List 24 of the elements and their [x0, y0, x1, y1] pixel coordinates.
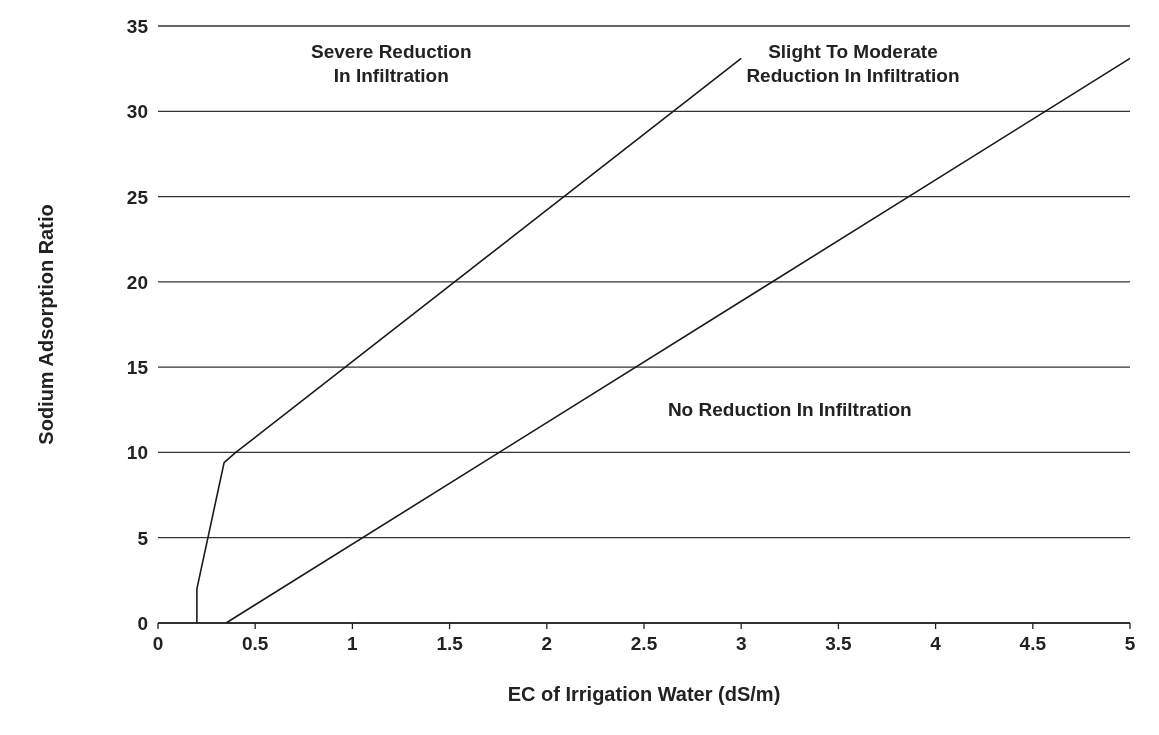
annotation: Severe Reduction In Infiltration — [311, 40, 472, 86]
y-tick-label: 15 — [126, 357, 149, 379]
x-tick-label: 5 — [1124, 633, 1136, 654]
y-axis-title: Sodium Adsorption Ratio — [35, 204, 57, 445]
y-tick-label: 20 — [126, 271, 148, 293]
y-tick-label: 10 — [126, 442, 148, 464]
x-tick-label: 4 — [930, 633, 942, 654]
annotation: Slight To Moderate Reduction In Infiltration — [746, 40, 960, 86]
y-tick-label: 5 — [137, 527, 149, 549]
x-tick-label: 0 — [152, 633, 164, 654]
x-tick-label: 1.5 — [436, 633, 464, 654]
annotation: No Reduction In Infiltration — [667, 399, 912, 421]
y-tick-label: 30 — [126, 101, 148, 123]
y-tick-label: 35 — [126, 16, 149, 37]
x-tick-label: 2 — [541, 633, 553, 654]
x-tick-label: 3 — [735, 633, 747, 654]
x-tick-label: 1 — [347, 633, 359, 654]
x-tick-label: 0.5 — [241, 633, 269, 654]
y-tick-label: 25 — [126, 186, 149, 208]
y-tick-label: 0 — [137, 613, 148, 634]
x-tick-label: 4.5 — [1019, 633, 1047, 654]
x-tick-label: 2.5 — [630, 633, 658, 654]
x-tick-label: 3.5 — [825, 633, 853, 654]
x-axis-title: EC of Irrigation Water (dS/m) — [507, 683, 781, 705]
